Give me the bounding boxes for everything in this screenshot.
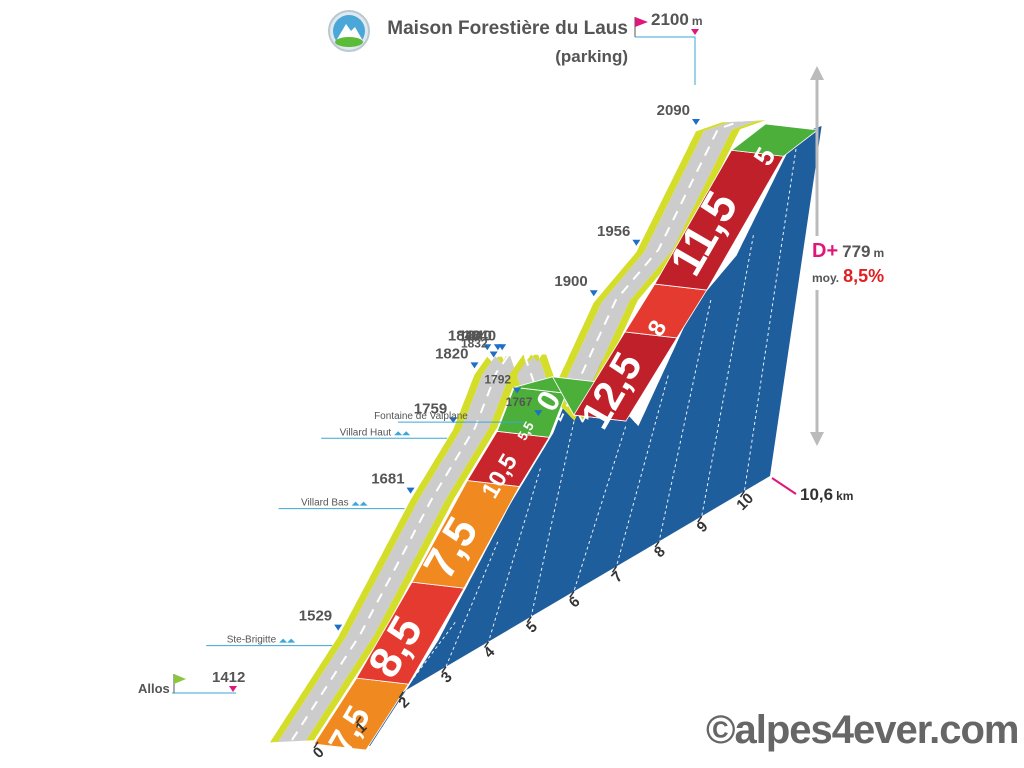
km-gridline <box>402 622 456 693</box>
total-distance: 10,6 km <box>800 485 853 504</box>
km-tick-label: 6 <box>566 593 584 611</box>
altitude-label: 1840 <box>463 327 496 344</box>
km-tick-label: 3 <box>438 669 456 687</box>
km-tick-label: 4 <box>480 643 498 661</box>
km-tick <box>697 515 703 523</box>
km-tick <box>569 591 575 598</box>
km-tick-label: 9 <box>694 518 712 536</box>
km-tick <box>654 540 660 548</box>
km-tick <box>526 616 532 623</box>
road-surface <box>278 120 758 743</box>
summit-altitude: 2100 m <box>651 10 703 29</box>
start-altitude: 1412 <box>212 669 245 686</box>
km-gridline <box>743 148 797 492</box>
km-gridline <box>573 426 627 592</box>
km-tick-label: 0 <box>310 744 328 762</box>
house-icon <box>351 501 368 506</box>
km-tick <box>483 641 490 649</box>
page-subtitle: (parking) <box>555 47 628 66</box>
page-title: Maison Forestière du Laus <box>387 18 628 39</box>
height-arrow-icon <box>810 66 824 446</box>
summit-leader-line <box>635 36 696 85</box>
place-label: Ste-Brigitte <box>227 635 277 646</box>
altitude-label: 1840 <box>459 327 492 344</box>
altitude-marker-icon <box>498 344 507 351</box>
km-tick-label: 7 <box>608 568 626 586</box>
altitude-label: 1820 <box>435 345 468 362</box>
km-tick <box>441 666 447 674</box>
km-gridline <box>488 468 541 642</box>
altitude-marker-icon <box>692 119 700 126</box>
copyright-text: ©alpes4ever.com <box>706 708 1019 752</box>
place-labels-group: Ste-Brigitte Villard Bas Villard Haut Fonta… <box>206 411 524 647</box>
start-flag-icon <box>173 674 186 693</box>
km-tick-label: 8 <box>651 543 669 561</box>
altitude-marker-icon <box>470 362 479 369</box>
average-grade-stat: moy. 8,5% <box>812 266 884 286</box>
altitude-label: 2090 <box>657 102 690 119</box>
house-icon <box>279 638 296 643</box>
summit-marker-icon <box>691 29 699 35</box>
km-tick-label: 2 <box>395 694 413 712</box>
km-gridline <box>616 375 669 567</box>
km-tick <box>356 716 362 724</box>
altitude-label: 1956 <box>597 223 630 240</box>
altitude-marker-icon <box>449 417 458 424</box>
dplus-stat: D+ 779 m <box>812 240 884 262</box>
start-marker-icon <box>229 686 237 692</box>
altitude-marker-icon <box>534 410 543 417</box>
road-outer-edge <box>270 122 730 743</box>
altitude-label: 1759 <box>414 400 447 417</box>
km-tick-label: 5 <box>523 618 541 636</box>
altitude-marker-icon <box>632 239 641 246</box>
altitude-label: 1767 <box>506 395 533 409</box>
altitude-marker-icon <box>483 344 492 351</box>
altitude-label: 1529 <box>299 608 332 625</box>
km-tick <box>313 741 319 749</box>
altitude-marker-icon <box>589 290 598 297</box>
km-tick <box>611 565 618 573</box>
road-center-line <box>291 119 744 741</box>
km-gridline <box>445 541 499 667</box>
road-inner-edge <box>306 120 766 741</box>
mountain-logo-icon <box>328 10 370 52</box>
altitude-label: 1832 <box>461 337 488 351</box>
altitude-marker-icon <box>334 624 343 631</box>
altitude-label: 1681 <box>371 471 404 488</box>
altitude-marker-icon <box>513 387 522 394</box>
km-tick <box>398 691 404 699</box>
house-icon <box>394 431 411 436</box>
altitude-marker-icon <box>406 487 415 494</box>
place-label: Villard Haut <box>340 427 392 438</box>
altitude-label: 1900 <box>554 273 587 290</box>
km-tick <box>739 490 746 498</box>
altitude-label: 1840 <box>448 327 481 344</box>
km-gridline <box>530 380 584 617</box>
altitude-label: 1792 <box>484 373 511 387</box>
place-label: Villard Bas <box>301 498 349 509</box>
place-label: Fontaine de Valplane <box>374 411 468 422</box>
start-place-name: Allos <box>138 681 170 696</box>
summit-flag-icon <box>634 17 648 37</box>
distance-leader-line <box>771 477 797 495</box>
km-gridline <box>658 299 712 542</box>
profile-side-face <box>318 126 822 746</box>
altitude-marker-icon <box>489 351 498 358</box>
